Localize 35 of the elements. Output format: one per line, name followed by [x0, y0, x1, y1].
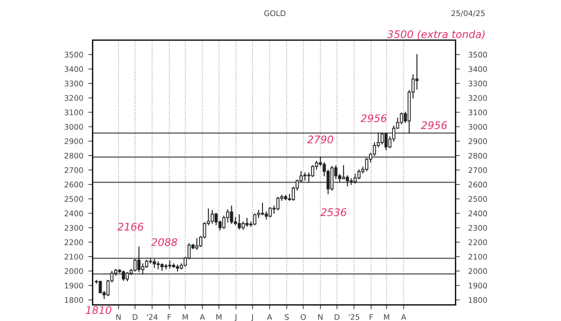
candlestick — [230, 206, 234, 224]
annotation: 2536 — [320, 208, 346, 216]
candlestick — [303, 172, 307, 181]
annotation: 2956 — [360, 114, 387, 122]
candlestick — [342, 165, 346, 180]
candlestick — [380, 132, 384, 145]
candlestick — [415, 54, 418, 90]
candlestick — [214, 212, 218, 226]
candlestick — [372, 142, 376, 156]
candlestick — [133, 259, 137, 272]
candlestick — [238, 214, 241, 230]
candlestick — [210, 210, 214, 224]
candlestick — [164, 264, 168, 270]
candlestick — [330, 166, 334, 191]
annotation: 2790 — [307, 136, 334, 144]
candlestick — [384, 132, 388, 150]
candlestick — [346, 175, 349, 186]
candlestick — [268, 207, 272, 218]
candlestick — [141, 263, 144, 274]
candlestick — [276, 196, 280, 210]
candlestick — [195, 238, 198, 250]
candlestick — [168, 260, 172, 269]
annotation: 3500 (extra tonda) — [387, 30, 485, 40]
annotation: 1810 — [86, 306, 112, 314]
candlestick — [148, 258, 152, 264]
annotation: 2166 — [117, 222, 144, 231]
candlestick — [260, 202, 264, 216]
candlestick — [350, 178, 353, 185]
candlestick — [253, 214, 256, 226]
candlestick — [400, 112, 404, 124]
annotation: 2088 — [151, 238, 178, 246]
candlestick — [122, 270, 126, 281]
annotation: 2956 — [420, 121, 447, 130]
candlestick — [156, 261, 160, 270]
candlestick — [137, 246, 140, 272]
